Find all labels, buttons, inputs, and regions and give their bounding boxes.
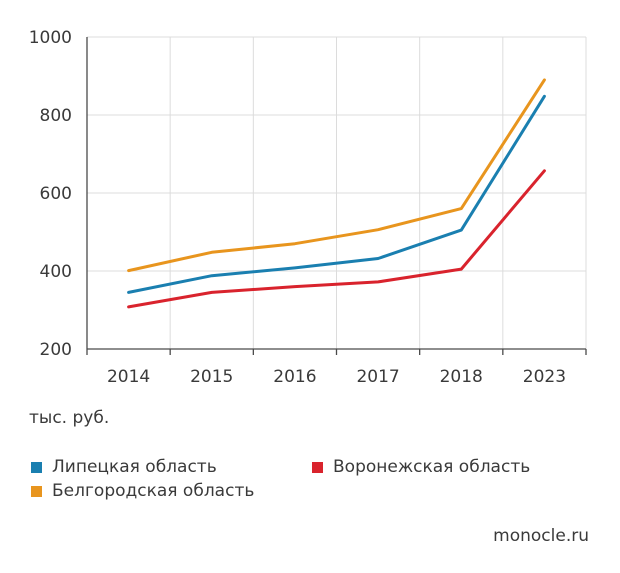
series-line-2 xyxy=(127,78,546,273)
legend-item-belgorod: Белгородская область xyxy=(31,481,254,501)
legend-swatch-voronezh xyxy=(312,461,323,473)
y-tick-label-600: 600 xyxy=(40,184,72,204)
series-line-1 xyxy=(127,169,546,309)
x-tick-label-2015: 2015 xyxy=(190,367,233,387)
series-line-0 xyxy=(127,94,546,294)
x-tick-label-2023: 2023 xyxy=(523,367,566,387)
legend-item-lipetsk: Липецкая область xyxy=(31,457,217,477)
legend-swatch-belgorod xyxy=(31,485,42,497)
legend-swatch-lipetsk xyxy=(31,461,42,473)
y-tick-label-1000: 1000 xyxy=(29,28,72,48)
x-tick-label-2016: 2016 xyxy=(273,367,316,387)
x-tick-label-2014: 2014 xyxy=(107,367,150,387)
line-chart: 200 400 600 800 1000 2014 2015 2016 2017 2018 2023 xyxy=(29,28,587,387)
legend-item-voronezh: Воронежская область xyxy=(312,457,530,477)
legend-label-lipetsk: Липецкая область xyxy=(52,457,217,477)
unit-label: тыс. руб. xyxy=(29,408,110,428)
legend-label-voronezh: Воронежская область xyxy=(333,457,531,477)
x-tick-label-2017: 2017 xyxy=(356,367,399,387)
legend-label-belgorod: Белгородская область xyxy=(52,481,255,501)
y-tick-label-800: 800 xyxy=(40,106,72,126)
y-tick-label-200: 200 xyxy=(40,340,72,360)
source-credit: monocle.ru xyxy=(493,526,589,546)
y-tick-label-400: 400 xyxy=(40,262,72,282)
x-tick-label-2018: 2018 xyxy=(440,367,483,387)
